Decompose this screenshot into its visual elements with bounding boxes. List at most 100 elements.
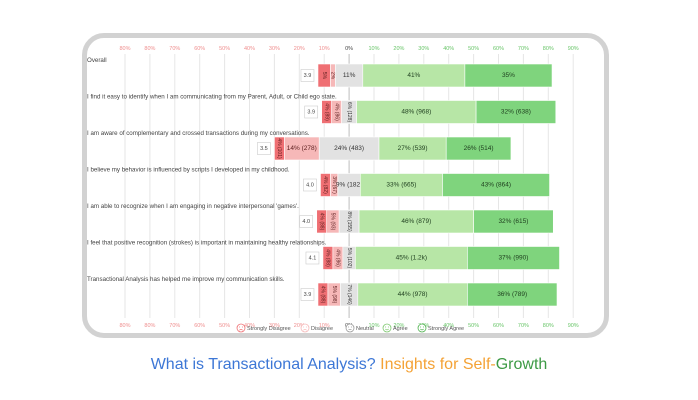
caption-part-3: Growth <box>495 356 548 373</box>
x-tick-label-top: 60% <box>194 46 205 52</box>
likert-chart: 80% 80% 80% 80% 70% 70% 60% 60% 50% 50% 40% 40% 30% 3… <box>87 46 579 333</box>
x-tick-label-top: 80% <box>144 46 155 52</box>
x-tick-label-bottom: 40% <box>443 323 454 329</box>
data-label-neutral: 5% (102) <box>346 248 352 269</box>
face-eye-icon <box>350 326 352 328</box>
x-tick-label-bottom: 50% <box>468 323 479 329</box>
x-tick-label-top: 30% <box>418 46 429 52</box>
data-label-agree: 44% (978) <box>398 291 428 298</box>
legend-item: Neutral <box>345 323 374 333</box>
big-smile-face-icon <box>417 323 427 333</box>
face-eye-icon <box>305 326 307 328</box>
data-label-disagree: 3% (67) <box>331 176 337 194</box>
bar-segment-strongly-agree <box>467 246 560 270</box>
mean-value: 4.0 <box>302 219 310 225</box>
caption-part-2: Insights for Self- <box>375 356 496 373</box>
x-tick-label-bottom: 10% <box>319 323 330 329</box>
x-tick-label-bottom: 20% <box>294 323 305 329</box>
x-tick-label-top: 50% <box>468 46 479 52</box>
row-title: I find it easy to identify when I am com… <box>87 94 337 101</box>
x-tick-label-bottom: 60% <box>194 323 205 329</box>
face-mouth-icon <box>239 329 243 331</box>
data-label-strongly-disagree: 4% (89) <box>323 103 329 121</box>
x-tick-label-top: 80% <box>543 46 554 52</box>
chart-frame: 80% 80% 80% 80% 70% 70% 60% 60% 50% 50% 40% 40% 30% 3… <box>82 33 609 338</box>
neutral-face-icon <box>345 323 355 333</box>
x-tick-label-top: 0% <box>345 46 353 52</box>
face-eye-icon <box>385 326 387 328</box>
face-eye-icon <box>241 326 243 328</box>
legend-item: Agree <box>382 323 408 333</box>
bar-row: 4% (88) 4% (86) 5% (102) 45% (1.2k) 37% (990… <box>305 246 560 270</box>
data-label-neutral: 7% (146) <box>346 284 352 305</box>
mean-box <box>305 251 320 265</box>
face-mouth-icon <box>420 328 424 331</box>
x-tick-label-top: 60% <box>493 46 504 52</box>
data-label-disagree: 5% (93) <box>330 213 336 231</box>
data-label-agree: 27% (539) <box>398 145 428 152</box>
data-label-disagree: 4% (86) <box>335 249 341 267</box>
mean-box <box>300 288 315 301</box>
x-tick-label-bottom: 80% <box>543 323 554 329</box>
data-label-strongly-disagree: 4% (88) <box>318 213 324 231</box>
data-label-neutral: 9% (182) <box>336 182 362 189</box>
face-eye-icon <box>303 326 305 328</box>
x-tick-label-bottom: 80% <box>144 323 155 329</box>
data-label-strongly-agree: 43% (864) <box>481 182 511 189</box>
face-eye-icon <box>348 326 350 328</box>
data-label-strongly-agree: 35% <box>502 72 515 79</box>
data-label-strongly-agree: 32% (615) <box>498 218 528 225</box>
data-label-agree: 48% (968) <box>401 109 431 116</box>
mean-box <box>304 105 319 119</box>
mean-box <box>299 215 314 228</box>
sad-face-icon <box>300 323 310 333</box>
data-label-neutral: 24% (483) <box>334 145 364 152</box>
x-tick-label-top: 10% <box>319 46 330 52</box>
face-eye-icon <box>422 326 424 328</box>
smile-face-icon <box>382 323 392 333</box>
face-eye-icon <box>387 326 389 328</box>
data-label-strongly-agree: 32% (638) <box>501 109 531 116</box>
bar-row: 4% (82) 3% (67) 9% (182) 33% (665) 43% (864)… <box>303 173 550 197</box>
caption-part-1: What is Transactional Analysis? <box>150 356 376 373</box>
x-tick-label-top: 40% <box>244 46 255 52</box>
bar-segment-strongly-agree <box>467 282 558 307</box>
legend-item: Strongly Disagree <box>236 323 291 333</box>
data-label-agree: 46% (879) <box>401 218 431 225</box>
data-label-strongly-agree: 26% (514) <box>464 145 494 152</box>
bar-segment-strongly-agree <box>473 209 554 234</box>
legend-label: Disagree <box>311 326 333 332</box>
x-tick-label-bottom: 70% <box>518 323 529 329</box>
page-caption: What is Transactional Analysis? Insights… <box>0 356 698 374</box>
very-sad-face-icon <box>236 323 246 333</box>
row-title: Transactional Analysis has helped me imp… <box>87 276 285 283</box>
bar-row: 5% 2% 11% 41% 35% 3.9 <box>300 63 553 88</box>
legend-label: Strongly Disagree <box>247 326 291 332</box>
bar-row: 4% (88) 5% (98) 7% (146) 44% (978) 36% (789)… <box>300 282 558 307</box>
data-label-disagree: 14% (278) <box>287 145 317 152</box>
bar-segment-strongly-agree <box>475 100 557 124</box>
x-tick-label-bottom: 40% <box>244 323 255 329</box>
mean-value: 3.9 <box>307 109 315 115</box>
data-label-agree: 33% (665) <box>386 182 416 189</box>
mean-value: 3.5 <box>260 146 268 152</box>
data-label-strongly-disagree: 4% (82) <box>322 176 328 194</box>
data-label-disagree: 4% (86) <box>333 103 339 121</box>
row-title: I feel that positive recognition (stroke… <box>87 240 327 247</box>
data-label-agree: 41% <box>407 72 420 79</box>
x-tick-label-top: 20% <box>393 46 404 52</box>
legend-item: Strongly Agree <box>417 323 464 333</box>
mean-value: 4.1 <box>309 255 317 261</box>
data-label-neutral: 11% <box>343 72 356 79</box>
face-mouth-icon <box>303 329 307 331</box>
mean-value: 3.9 <box>304 73 312 79</box>
mean-value: 3.9 <box>304 292 312 298</box>
x-tick-label-top: 10% <box>368 46 379 52</box>
legend-label: Strongly Agree <box>428 326 464 332</box>
x-tick-label-bottom: 90% <box>568 323 579 329</box>
legend-item: Disagree <box>300 323 333 333</box>
x-tick-label-bottom: 80% <box>119 323 130 329</box>
face-eye-icon <box>239 326 241 328</box>
data-label-strongly-disagree: 5% <box>321 72 327 80</box>
x-tick-label-bottom: 50% <box>219 323 230 329</box>
